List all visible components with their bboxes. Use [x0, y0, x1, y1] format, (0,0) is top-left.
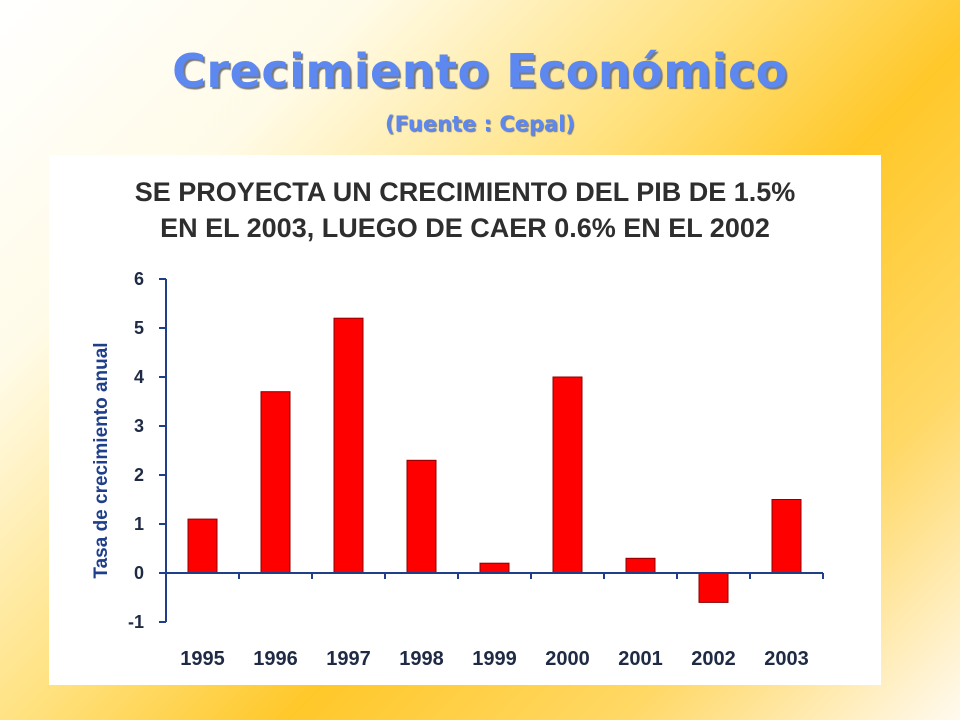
axes [159, 278, 824, 623]
bar-1996 [260, 391, 291, 574]
y-tick-label: 6 [134, 269, 144, 289]
x-tick-label: 2001 [618, 648, 663, 670]
bar-chart: 1995 1996 1997 1998 1999 2000 2001 2002 2003 -1 0 1… [91, 269, 824, 670]
bar-2003 [771, 499, 802, 574]
slide-subtitle: (Fuente : Cepal) [385, 112, 575, 136]
chart-title-line-1: SE PROYECTA UN CRECIMIENTO DEL PIB DE 1.… [134, 177, 796, 207]
bar-1995 [187, 518, 218, 574]
bar-2000 [552, 376, 583, 574]
x-tick-label: 1999 [472, 648, 517, 670]
bar-2001 [625, 557, 656, 574]
y-tick-label: 1 [134, 514, 144, 534]
y-tick-label: 5 [134, 318, 144, 338]
x-tick-label: 1998 [399, 648, 444, 670]
chart-panel: SE PROYECTA UN CRECIMIENTO DEL PIB DE 1.… [49, 155, 881, 685]
x-tick-label: 1997 [326, 648, 371, 670]
y-tick-label: 0 [134, 563, 144, 583]
x-tick-label: 2002 [691, 648, 736, 670]
y-tick-label: 4 [134, 367, 144, 387]
bar-2002 [698, 572, 729, 603]
tick-labels: 1995 1996 1997 1998 1999 2000 2001 2002 2003 -1 0 1… [128, 269, 809, 670]
x-tick-label: 1995 [180, 648, 225, 670]
y-axis-label: Tasa de crecimiento anual [91, 342, 112, 578]
slide-title: Crecimiento Económico [172, 44, 788, 98]
x-tick-label: 1996 [253, 648, 298, 670]
y-tick-label: -1 [128, 612, 144, 632]
x-tick-label: 2003 [764, 648, 809, 670]
y-tick-label: 3 [134, 416, 144, 436]
chart-title-line-2: EN EL 2003, LUEGO DE CAER 0.6% EN EL 200… [160, 213, 770, 243]
bars [187, 317, 802, 603]
bar-1997 [333, 317, 364, 574]
x-tick-label: 2000 [545, 648, 590, 670]
bar-1998 [406, 459, 437, 574]
y-tick-label: 2 [134, 465, 144, 485]
bar-1999 [479, 562, 510, 574]
